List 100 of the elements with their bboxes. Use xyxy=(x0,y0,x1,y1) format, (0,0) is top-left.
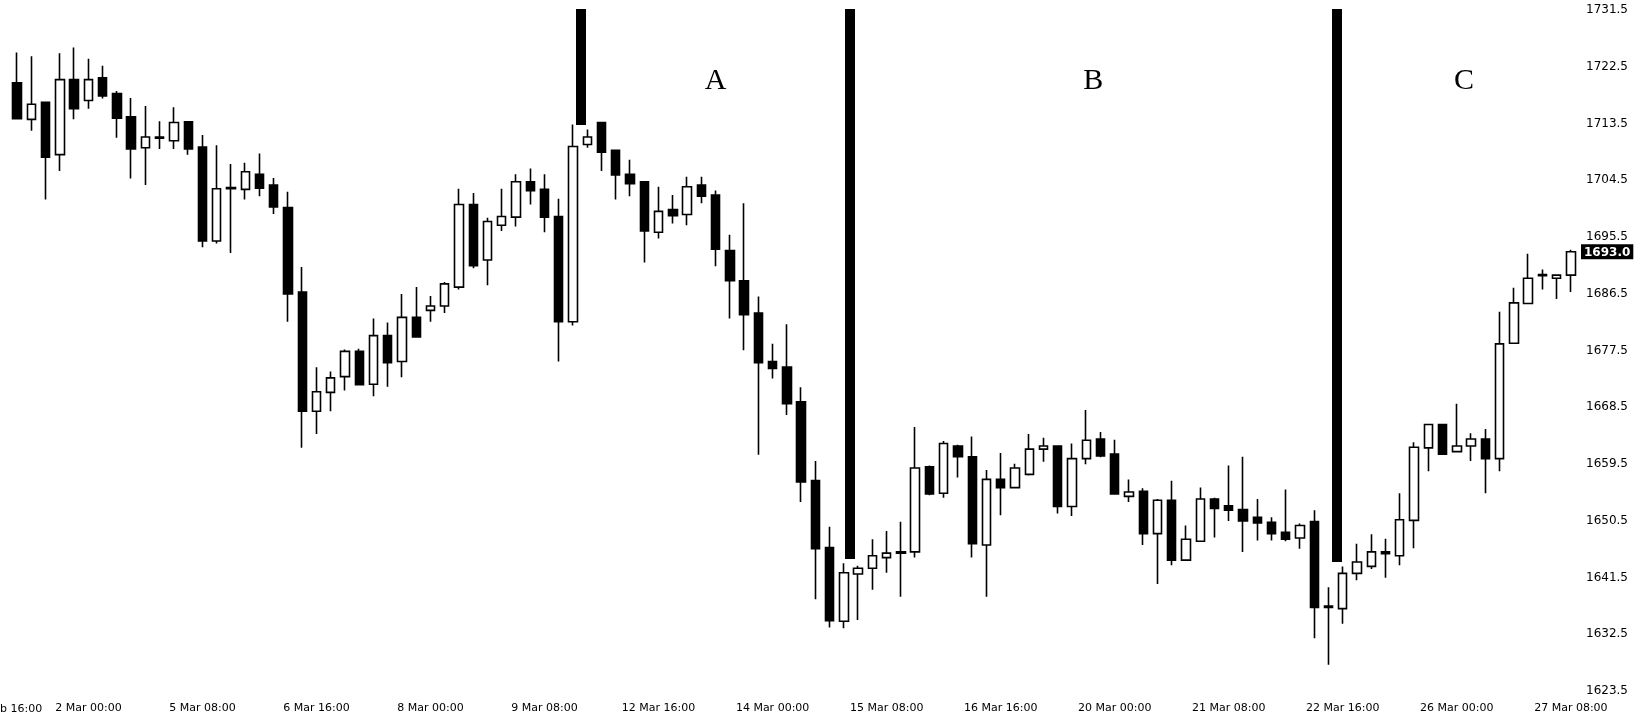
candlestick xyxy=(967,435,978,559)
candlestick xyxy=(510,173,522,228)
text: b 16:00 xyxy=(0,702,43,715)
candlestick xyxy=(1451,402,1463,453)
candlestick xyxy=(1052,445,1063,515)
candlestick xyxy=(354,348,365,387)
candlestick xyxy=(738,202,750,351)
candlestick xyxy=(724,233,736,320)
candlestick xyxy=(254,152,265,198)
candlestick xyxy=(411,286,422,338)
candlestick xyxy=(1522,252,1534,305)
candlestick xyxy=(1408,441,1420,549)
candlestick xyxy=(895,520,907,598)
candlestick xyxy=(382,321,393,388)
candlestick xyxy=(1280,488,1291,542)
candlestick xyxy=(1537,268,1548,291)
candlestick xyxy=(1152,498,1163,585)
candlestick xyxy=(396,293,408,379)
x-tick-label: 22 Mar 16:00 xyxy=(1306,701,1380,714)
candlestick xyxy=(1565,249,1577,293)
candlestick xyxy=(1437,423,1448,455)
candlestick xyxy=(1223,464,1234,522)
candlestick xyxy=(183,120,194,156)
candlestick xyxy=(111,90,123,139)
candlestick xyxy=(11,51,23,120)
candlestick xyxy=(496,187,507,232)
candlestick xyxy=(1266,516,1277,542)
candlestick xyxy=(1351,542,1363,582)
candlestick xyxy=(1366,533,1377,570)
candlestick xyxy=(539,173,550,234)
y-tick-label: 1677.5 xyxy=(1586,342,1628,357)
annotation: A xyxy=(704,61,727,95)
y-tick-label: 1686.5 xyxy=(1586,285,1628,300)
candlestick xyxy=(596,121,607,172)
candlestick xyxy=(168,106,180,150)
y-tick-label: 1659.5 xyxy=(1586,456,1628,470)
y-tick-label: 1695.5 xyxy=(1586,229,1628,243)
candlestick xyxy=(1166,479,1177,566)
candlestick xyxy=(653,186,664,240)
candlestick xyxy=(582,128,593,149)
candlestick xyxy=(1294,522,1306,550)
y-tick-label: 1704.5 xyxy=(1586,172,1628,187)
y-tick-label: 1713.5 xyxy=(1586,115,1628,130)
candlestick xyxy=(1323,586,1334,666)
y-tick-label: 1722.5 xyxy=(1586,58,1628,73)
candlestick xyxy=(225,163,237,254)
candlestick xyxy=(97,64,108,100)
candlestick xyxy=(439,281,450,314)
annotation: C xyxy=(1453,61,1474,95)
candlestick xyxy=(824,525,835,629)
candlestick xyxy=(482,216,493,286)
x-tick-label: 12 Mar 16:00 xyxy=(621,701,696,714)
candlestick xyxy=(468,192,479,269)
x-tick-label: 2 Mar 00:00 xyxy=(55,701,122,714)
candlestick xyxy=(1195,486,1206,542)
candlestick xyxy=(1508,286,1520,344)
candlestick xyxy=(339,348,351,392)
candlestick xyxy=(211,144,222,245)
x-tick-label: 16 Mar 16:00 xyxy=(963,701,1038,714)
x-tick-label: 15 Mar 08:00 xyxy=(849,701,924,714)
candlestick xyxy=(881,530,892,574)
candlestick xyxy=(26,55,37,132)
candlestick xyxy=(40,101,51,201)
candlestick xyxy=(1423,423,1434,472)
candlestick xyxy=(810,460,821,600)
candlestick xyxy=(297,266,308,449)
candlestick xyxy=(667,194,679,225)
candlestick xyxy=(1209,496,1220,539)
candlestick xyxy=(1337,565,1348,625)
x-tick-label: 8 Mar 00:00 xyxy=(397,701,464,714)
candlestick xyxy=(639,180,650,264)
candlestick xyxy=(525,167,536,206)
candlestick xyxy=(1237,455,1249,553)
y-tick-label: 1731.5 xyxy=(1586,2,1628,16)
candlestick xyxy=(1138,487,1149,546)
candlestick xyxy=(1494,310,1505,472)
candlestick xyxy=(681,175,693,227)
candlestick xyxy=(453,187,465,291)
candlestick xyxy=(938,440,949,499)
candlestick xyxy=(1066,442,1078,517)
candlestick xyxy=(54,52,66,172)
candlestick xyxy=(68,46,80,121)
x-tick-label: 14 Mar 00:00 xyxy=(735,701,810,714)
candlestick xyxy=(1465,432,1477,462)
candlestick xyxy=(1380,537,1391,579)
candlestick xyxy=(1252,498,1263,542)
y-tick-label: 1668.5 xyxy=(1586,399,1628,414)
candlestick xyxy=(852,564,864,621)
candlestick xyxy=(795,386,807,503)
candlestick xyxy=(154,120,165,150)
candlestick xyxy=(125,97,137,180)
candlestick xyxy=(268,177,279,215)
candlestick xyxy=(710,189,721,268)
candlestick xyxy=(553,198,564,363)
candlestick xyxy=(767,343,778,380)
candlestick xyxy=(1095,431,1106,459)
candlestick xyxy=(83,58,94,110)
candlestick xyxy=(240,162,251,201)
x-tick-label: 5 Mar 08:00 xyxy=(169,701,236,714)
candlestick xyxy=(1123,478,1135,503)
